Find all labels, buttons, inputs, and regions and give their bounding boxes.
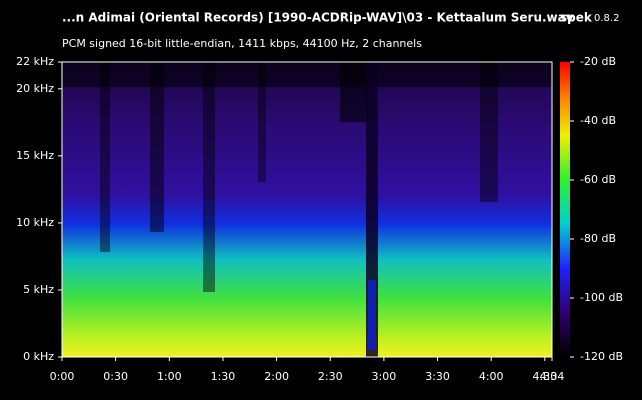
colorbar-tick-label: -120 dB [580, 350, 623, 363]
app-version: 0.8.2 [594, 13, 619, 24]
colorbar [560, 62, 570, 357]
x-tick-label: 2:00 [264, 370, 289, 383]
colorbar-tick-label: -100 dB [580, 291, 623, 304]
x-tick-label: 0:00 [50, 370, 75, 383]
y-tick-label: 20 kHz [16, 82, 54, 95]
colorbar-tick-label: -80 dB [580, 232, 616, 245]
x-tick-label: 3:30 [425, 370, 450, 383]
x-tick-label: 4:34 [540, 370, 565, 383]
file-title: ...n Adimai (Oriental Records) [1990-ACD… [62, 11, 574, 25]
x-tick-label: 1:30 [211, 370, 236, 383]
app-name: spek [560, 11, 593, 25]
x-tick-label: 4:30 [532, 370, 557, 383]
colorbar-tick-label: -20 dB [580, 55, 616, 68]
y-tick-label: 10 kHz [16, 216, 54, 229]
subtitle: PCM signed 16-bit little-endian, 1411 kb… [62, 37, 422, 50]
y-tick-label: 15 kHz [16, 149, 54, 162]
y-tick-label: 5 kHz [23, 283, 54, 296]
colorbar-tick-label: -40 dB [580, 114, 616, 127]
x-tick-label: 1:00 [157, 370, 182, 383]
x-tick-label: 3:00 [372, 370, 397, 383]
spectrogram [62, 62, 552, 357]
x-tick-label: 0:30 [103, 370, 128, 383]
x-tick-label: 4:00 [479, 370, 504, 383]
y-tick-label: 0 kHz [23, 350, 54, 363]
plot-frame [61, 61, 553, 358]
y-tick-label: 22 kHz [16, 55, 54, 68]
x-tick-label: 2:30 [318, 370, 343, 383]
colorbar-tick-label: -60 dB [580, 173, 616, 186]
